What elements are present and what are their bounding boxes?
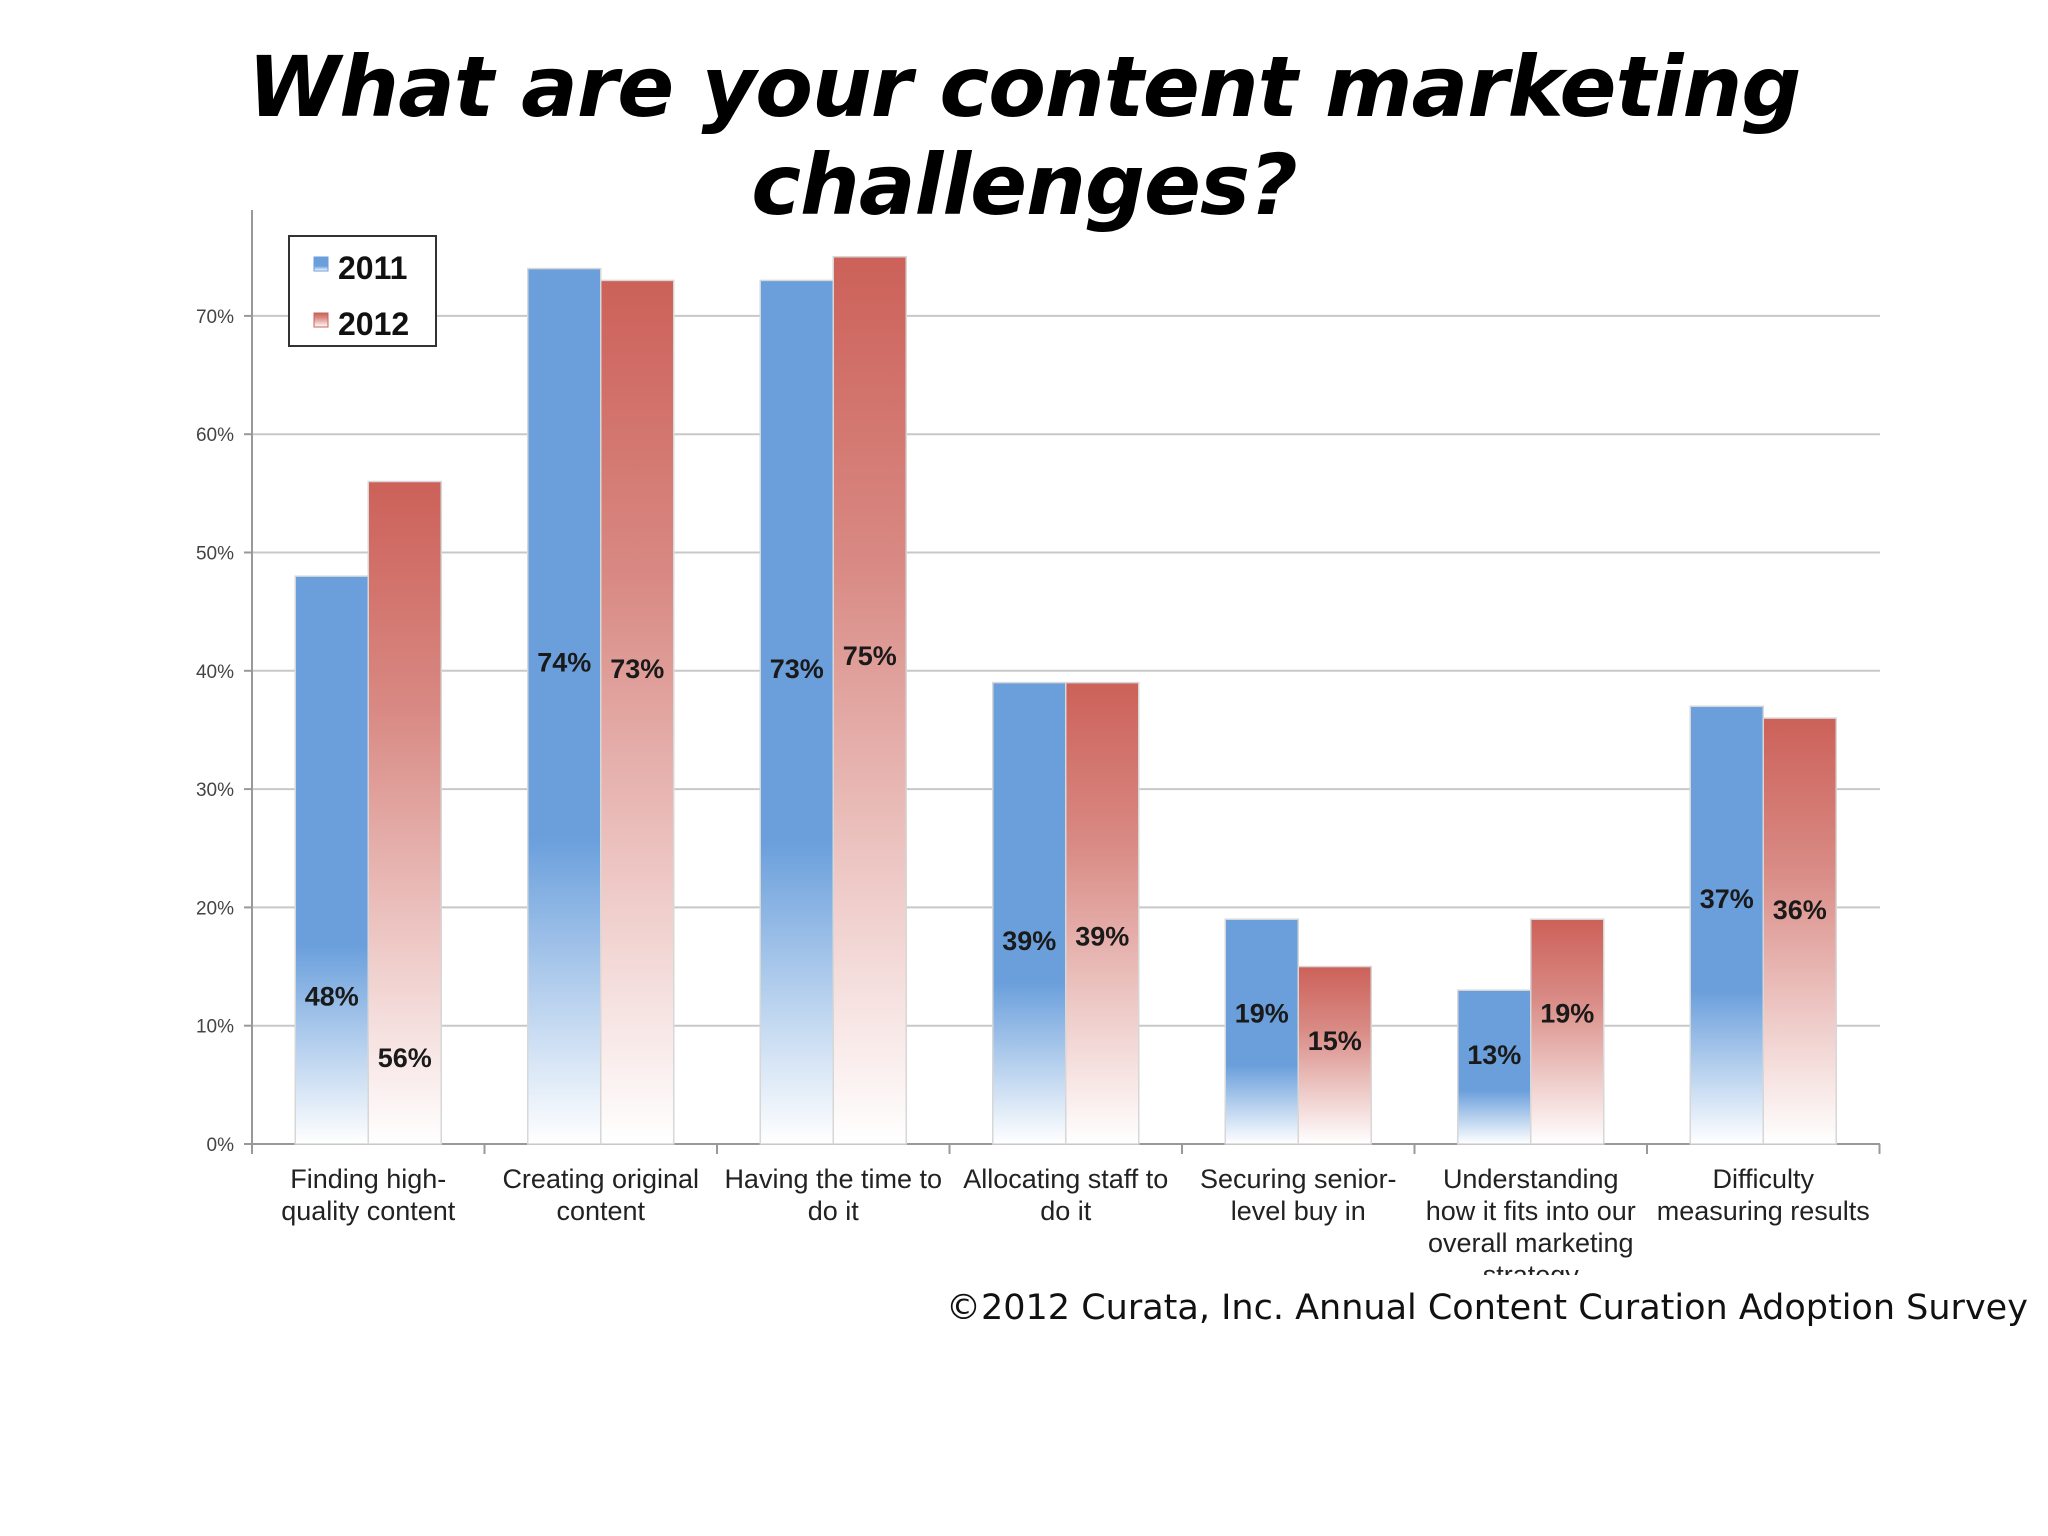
- data-label-2011-1: 74%: [537, 648, 591, 678]
- data-label-2012-3: 39%: [1075, 921, 1129, 951]
- bar-2012-5: [1530, 918, 1605, 1145]
- category-label-1-1: content: [556, 1196, 645, 1226]
- y-tick-label: 0%: [207, 1135, 235, 1156]
- category-label-4-0: Securing senior-: [1200, 1164, 1397, 1194]
- category-label-4-1: level buy in: [1231, 1196, 1366, 1226]
- y-tick-label: 10%: [196, 1017, 234, 1038]
- category-label-3-0: Allocating staff to: [963, 1164, 1168, 1194]
- bars: [294, 256, 1837, 1145]
- bar-2012-1: [600, 279, 675, 1145]
- category-labels: Finding high-quality content Creating ori…: [281, 1164, 1870, 1290]
- slide-title: What are your content marketing challeng…: [247, 38, 1802, 234]
- legend-label-2011: 2011: [338, 250, 407, 286]
- bar-2012-0: [367, 480, 442, 1145]
- data-labels: 48% 56% 74% 73% 73% 75% 39% 39% 19% 15% 13% 19% 37% 3…: [305, 641, 1827, 1073]
- bar-2011-5: [1457, 989, 1532, 1145]
- category-label-5-3: strategy: [1483, 1260, 1580, 1290]
- data-label-2011-2: 73%: [770, 654, 824, 684]
- bar-2011-4: [1224, 918, 1299, 1145]
- legend-swatch-2012: [313, 312, 329, 328]
- category-label-2-1: do it: [808, 1196, 860, 1226]
- y-tick-label: 30%: [196, 780, 234, 801]
- bar-2011-6: [1689, 705, 1764, 1145]
- data-label-2011-4: 19%: [1235, 999, 1289, 1029]
- data-label-2012-5: 19%: [1540, 999, 1594, 1029]
- data-label-2012-0: 56%: [378, 1043, 432, 1073]
- bar-2011-2: [759, 279, 834, 1145]
- data-label-2012-6: 36%: [1773, 895, 1827, 925]
- bar-2012-3: [1065, 681, 1140, 1145]
- data-label-2012-2: 75%: [843, 641, 897, 671]
- y-tick-label: 70%: [196, 307, 234, 328]
- category-label-2-0: Having the time to: [724, 1164, 942, 1194]
- category-label-6-0: Difficulty: [1712, 1164, 1814, 1194]
- category-label-0-0: Finding high-: [290, 1164, 446, 1194]
- legend: 2011 2012: [288, 235, 437, 347]
- bar-2012-6: [1762, 717, 1837, 1145]
- y-tick-label: 50%: [196, 544, 234, 565]
- data-label-2012-1: 73%: [610, 654, 664, 684]
- source-note: ©2012 Curata, Inc. Annual Content Curati…: [946, 1288, 2028, 1328]
- data-label-2012-4: 15%: [1308, 1026, 1362, 1056]
- category-label-0-1: quality content: [281, 1196, 456, 1226]
- category-label-6-1: measuring results: [1657, 1196, 1870, 1226]
- bar-2012-4: [1297, 965, 1372, 1145]
- category-label-5-0: Understanding: [1443, 1164, 1619, 1194]
- y-tick-label: 40%: [196, 662, 234, 683]
- bar-2011-0: [294, 575, 369, 1145]
- data-label-2011-3: 39%: [1002, 926, 1056, 956]
- bar-2012-2: [832, 256, 907, 1145]
- legend-box: [288, 235, 437, 347]
- y-tick-label: 20%: [196, 898, 234, 919]
- legend-swatch-2011: [313, 256, 329, 272]
- category-label-3-1: do it: [1040, 1196, 1092, 1226]
- data-label-2011-5: 13%: [1467, 1040, 1521, 1070]
- axes: 0% 10% 20% 30% 40% 50% 60% 70%: [196, 210, 1881, 1156]
- category-label-5-2: overall marketing: [1428, 1228, 1634, 1258]
- data-label-2011-0: 48%: [305, 981, 359, 1011]
- y-tick-label: 60%: [196, 425, 234, 446]
- category-label-1-0: Creating original: [502, 1164, 699, 1194]
- category-label-5-1: how it fits into our: [1426, 1196, 1636, 1226]
- data-label-2011-6: 37%: [1700, 884, 1754, 914]
- legend-label-2012: 2012: [338, 306, 409, 342]
- bar-2011-1: [527, 267, 602, 1145]
- bar-2011-3: [992, 681, 1067, 1145]
